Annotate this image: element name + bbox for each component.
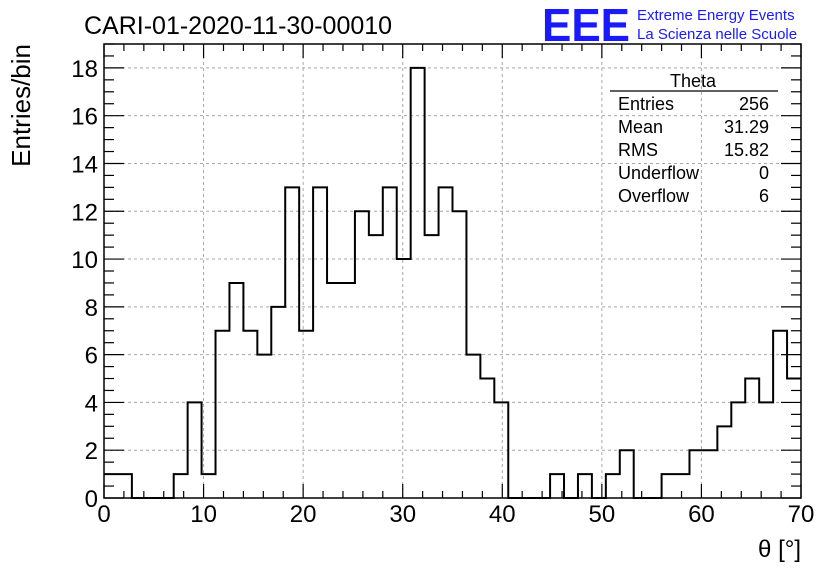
y-tick-label: 18 <box>71 56 98 83</box>
x-tick-labels: 0 10 20 30 40 50 60 70 <box>97 501 814 528</box>
y-axis-title: Entries/bin <box>6 44 36 167</box>
y-tick-label: 16 <box>71 104 98 131</box>
y-tick-labels: 0 2 4 6 8 10 12 14 16 18 <box>71 56 98 513</box>
stats-value: 31.29 <box>724 117 769 137</box>
x-tick-label: 30 <box>389 501 416 528</box>
axis-ticks <box>103 43 802 499</box>
x-tick-label: 0 <box>97 501 110 528</box>
stats-label: Underflow <box>618 163 700 183</box>
stats-value: 256 <box>739 94 769 114</box>
stats-rows: Entries 256 Mean 31.29 RMS 15.82 Underflow 0 Ove… <box>618 94 769 206</box>
stats-value: 0 <box>759 163 769 183</box>
y-tick-label: 8 <box>85 295 98 322</box>
y-tick-label: 2 <box>85 438 98 465</box>
y-tick-label: 10 <box>71 247 98 274</box>
y-tick-label: 14 <box>71 151 98 178</box>
y-tick-label: 12 <box>71 199 98 226</box>
logo-line1: Extreme Energy Events <box>637 7 795 24</box>
stats-value: 15.82 <box>724 140 769 160</box>
stats-value: 6 <box>759 186 769 206</box>
grid <box>104 44 801 498</box>
stats-label: Entries <box>618 94 674 114</box>
x-axis-title: θ [°] <box>758 536 801 563</box>
stats-box: Theta Entries 256 Mean 31.29 RMS 15.82 Underfl… <box>610 71 778 206</box>
y-tick-label: 4 <box>85 390 98 417</box>
stats-label: RMS <box>618 140 658 160</box>
y-tick-label: 6 <box>85 343 98 370</box>
eee-logo: EEE Extreme Energy Events La Scienza nel… <box>542 0 797 51</box>
x-tick-label: 20 <box>290 501 317 528</box>
x-tick-label: 70 <box>788 501 815 528</box>
x-tick-label: 50 <box>589 501 616 528</box>
x-tick-label: 40 <box>489 501 516 528</box>
histogram-outline <box>104 66 801 499</box>
y-tick-label: 0 <box>85 486 98 513</box>
stats-title: Theta <box>670 71 717 91</box>
x-tick-label: 10 <box>190 501 217 528</box>
logo-mark: EEE <box>542 0 630 51</box>
chart-title: CARI-01-2020-11-30-00010 <box>84 12 392 40</box>
x-tick-label: 60 <box>688 501 715 528</box>
stats-label: Mean <box>618 117 663 137</box>
stats-label: Overflow <box>618 186 690 206</box>
logo-line2: La Scienza nelle Scuole <box>637 26 797 43</box>
